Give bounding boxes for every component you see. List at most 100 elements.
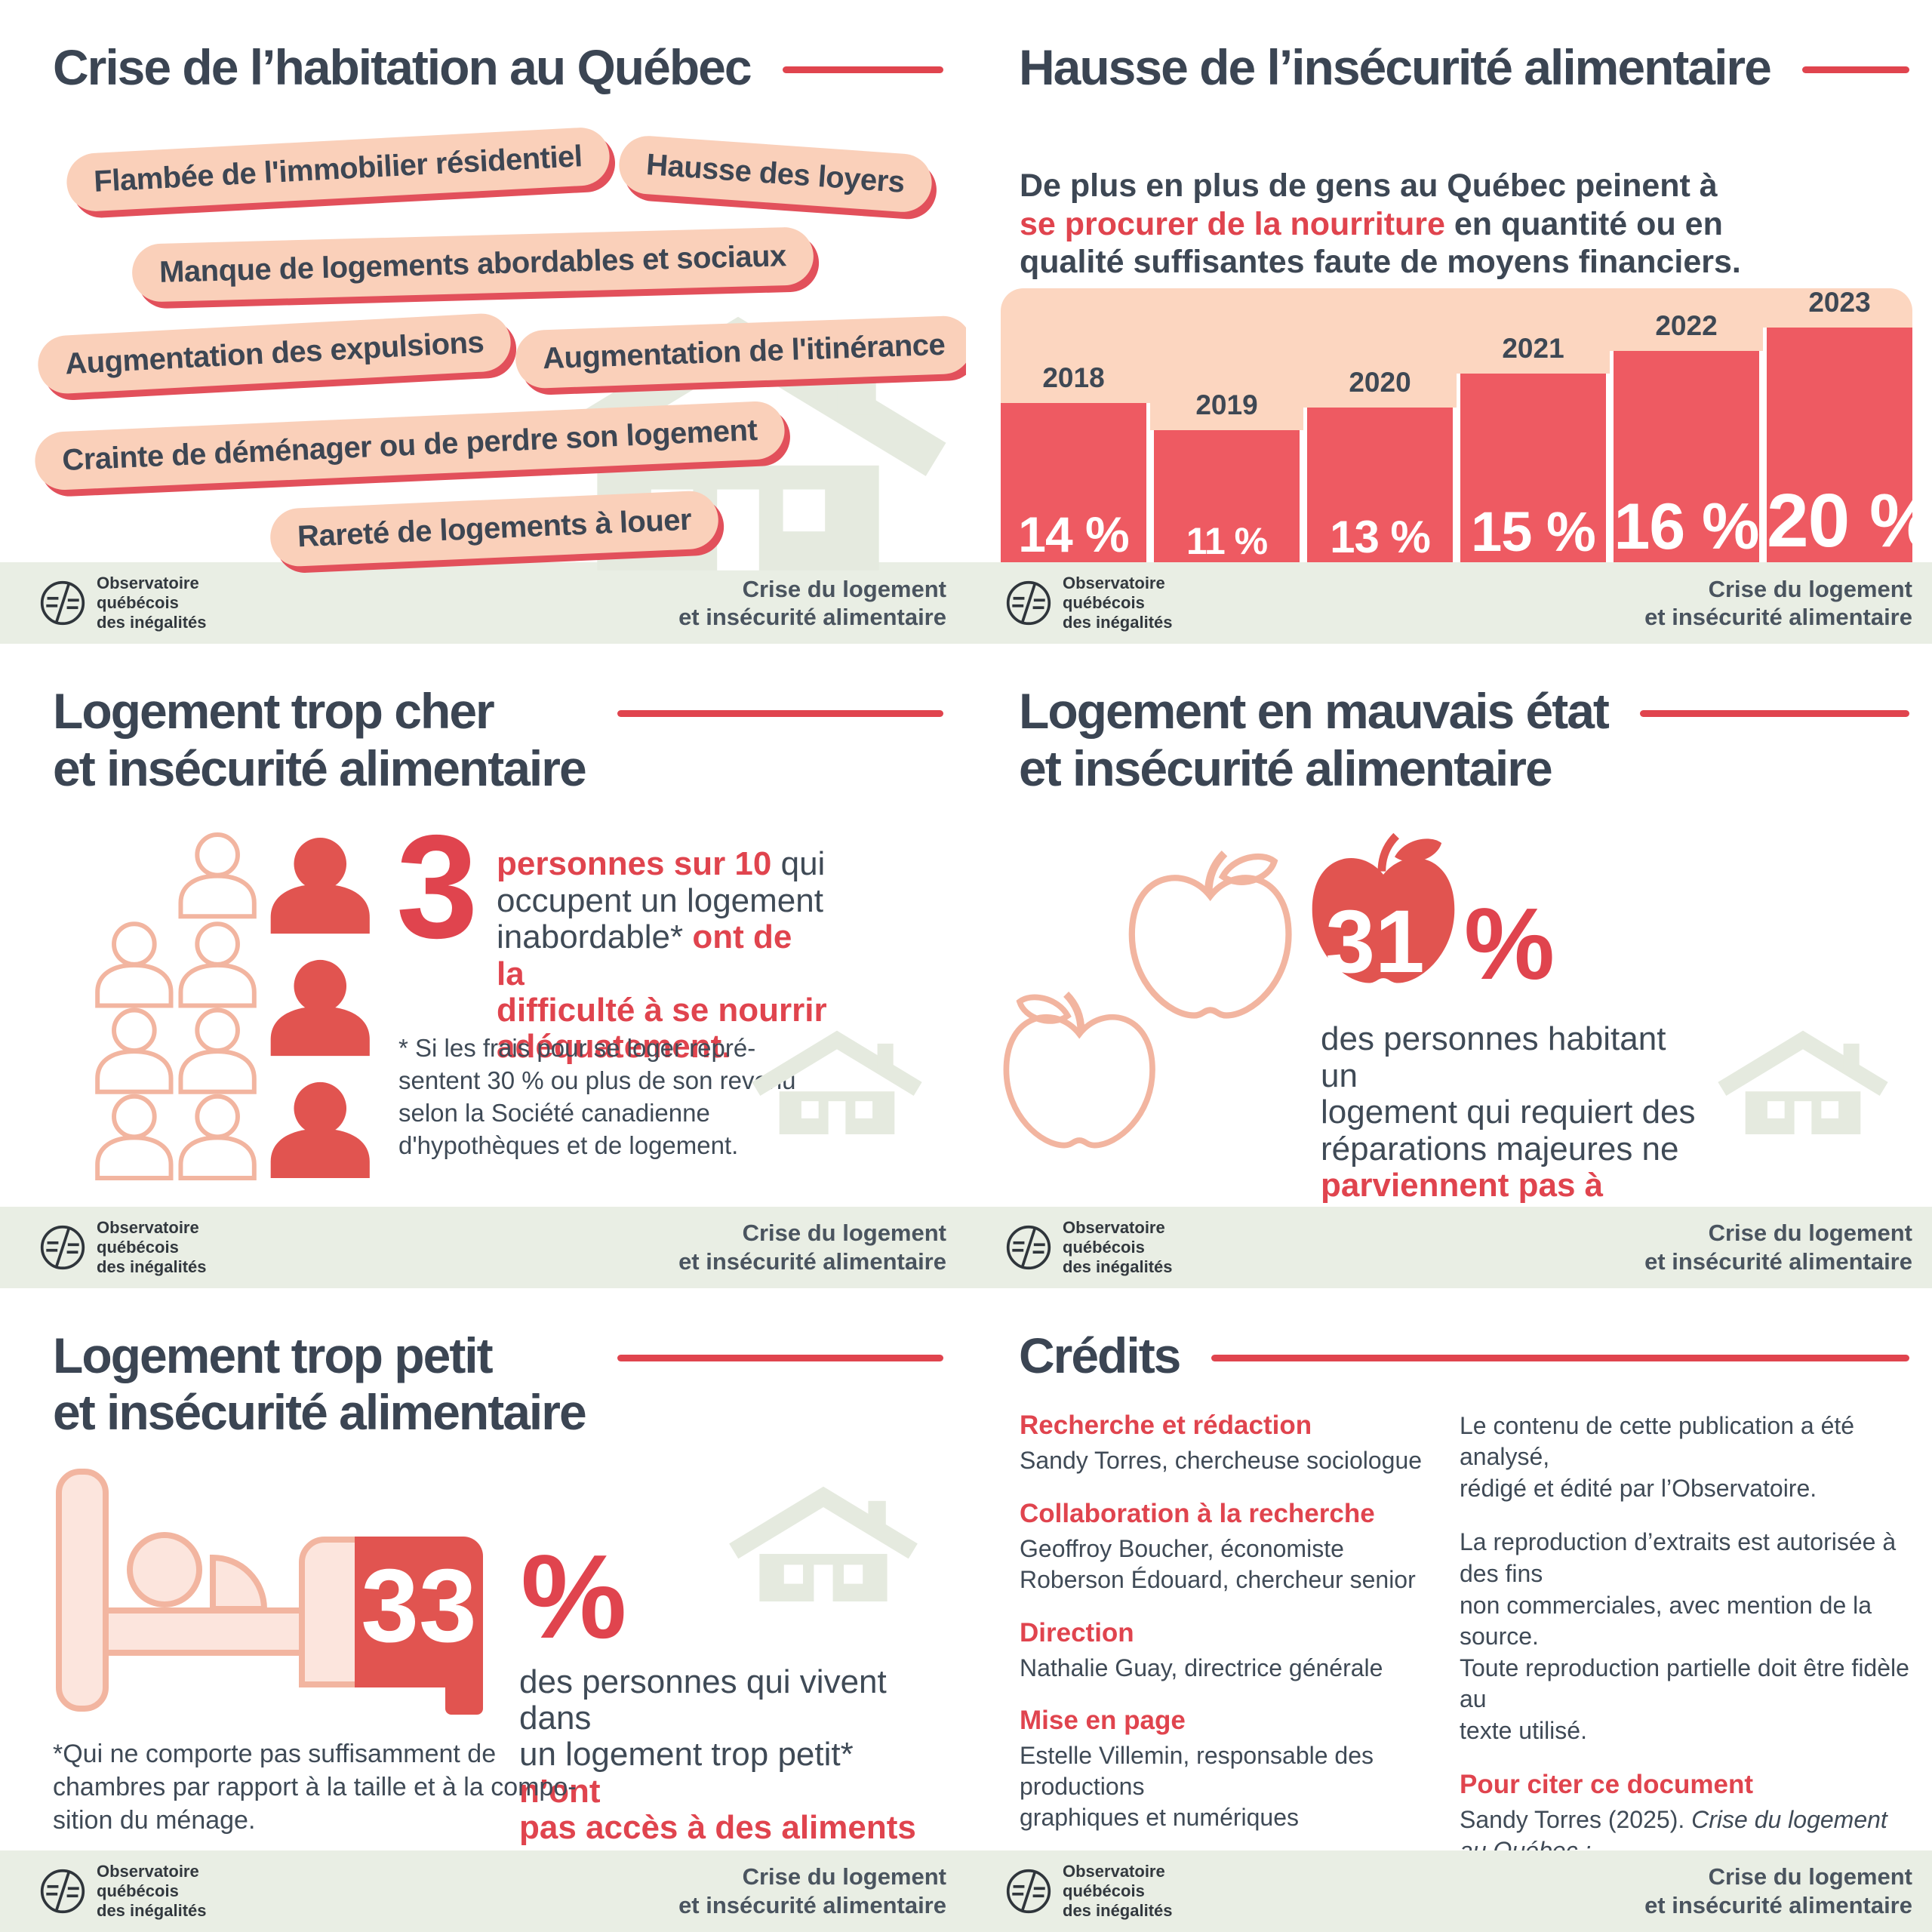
intro-text: De plus en plus de gens au Québec peinen… xyxy=(1020,168,1718,204)
panel-title: Crédits xyxy=(1019,1327,1181,1383)
panel-credits: Crédits Recherche et rédaction Sandy Tor… xyxy=(966,1287,1932,1932)
panel-footer-bar: Observatoire québécois des inégalités Cr… xyxy=(0,1207,966,1288)
bar-series: 2018 14 % 2019 11 % 2020 13 % 2021 15 % 2022 16 %… xyxy=(1001,287,1932,564)
panel-footer-bar: Observatoire québécois des inégalités Cr… xyxy=(966,1207,1932,1288)
credits-paragraph: La reproduction d’extraits est autorisée… xyxy=(1460,1528,1909,1744)
footer-strip: Observatoire québécois des inégalités Cr… xyxy=(0,562,966,645)
stat-number: 33 xyxy=(361,1547,477,1664)
footnote: *Qui ne comporte pas suffisamment de cha… xyxy=(53,1739,577,1835)
credits-group: Collaboration à la recherche Geoffroy Bo… xyxy=(1020,1499,1442,1595)
bar-2018: 2018 14 % xyxy=(1001,362,1150,563)
bar-value-label: 15 % xyxy=(1471,500,1596,563)
heading-poor-condition: Logement en mauvais état et insécurité a… xyxy=(1019,683,1909,796)
pill-housing-issue: Hausse des loyers xyxy=(617,134,934,214)
stat-body: des personnes qui vivent dans un logemen… xyxy=(519,1663,887,1774)
bar-value-label: 16 % xyxy=(1614,491,1759,564)
credits-group: Mise en page Estelle Villemin, responsab… xyxy=(1020,1706,1442,1833)
footnote: * Si les frais pour se loger repré- sent… xyxy=(398,1034,796,1159)
panel-footer-bar: Observatoire québécois des inégalités Cr… xyxy=(0,1850,966,1932)
people-pictogram xyxy=(94,832,370,1181)
footer-strip: Observatoire québécois des inégalités Cr… xyxy=(966,562,1932,645)
credits-paragraph: Le contenu de cette publication a été an… xyxy=(1460,1411,1855,1502)
stat-highlight: ont de la difficulté à se nourrir adéqua… xyxy=(497,918,827,1066)
heading-too-small: Logement trop petit et insécurité alimen… xyxy=(53,1327,943,1441)
panel-title: Crise de l’habitation au Québec xyxy=(53,39,752,95)
stat-text: personnes sur 10 qui occupent un logemen… xyxy=(497,846,829,1065)
bar-value-label: 13 % xyxy=(1330,512,1431,563)
bar-value-label: 11 % xyxy=(1186,519,1268,562)
heading-rule xyxy=(782,66,943,73)
footer-strip: Observatoire québécois des inégalités Cr… xyxy=(966,1206,1932,1288)
credits-group: Direction Nathalie Guay, directrice géné… xyxy=(1020,1618,1442,1684)
heading-food-insecurity: Hausse de l’insécurité alimentaire xyxy=(1019,39,1909,96)
bar-2023: 2023 20 % xyxy=(1763,287,1932,564)
footer-brand: Observatoire québécois des inégalités xyxy=(1063,1217,1173,1276)
footer-tagline: Crise du logement et insécurité alimenta… xyxy=(678,1863,946,1918)
credits-role-body: Sandy Torres, chercheuse sociologue xyxy=(1020,1446,1423,1474)
bar-2020: 2020 13 % xyxy=(1303,367,1457,563)
panel-poor-condition: Logement en mauvais état et insécurité a… xyxy=(966,644,1932,1288)
bar-value-label: 14 % xyxy=(1018,506,1129,563)
heading-rule xyxy=(1801,66,1909,73)
bar-value-label: 20 % xyxy=(1767,478,1932,564)
house-icon xyxy=(751,1030,923,1134)
pill-housing-issue: Flambée de l'immobilier résidentiel xyxy=(65,126,611,213)
bar-2021: 2021 15 % xyxy=(1457,333,1610,563)
observatoire-logo-icon xyxy=(39,1868,86,1915)
heading-rule xyxy=(1639,710,1909,718)
panel-food-insecurity-rise: Hausse de l’insécurité alimentaire De pl… xyxy=(966,0,1932,645)
intro-text: en quantité ou en qualité suffisantes fa… xyxy=(1020,205,1741,281)
panel-footer-bar: Observatoire québécois des inégalités Cr… xyxy=(966,562,1932,644)
credits-left-column: Recherche et rédaction Sandy Torres, che… xyxy=(1020,1411,1442,1857)
panel-title: Hausse de l’insécurité alimentaire xyxy=(1019,39,1772,95)
observatoire-logo-icon xyxy=(39,1224,86,1271)
bar-year-label: 2019 xyxy=(1195,389,1258,421)
footer-tagline: Crise du logement et insécurité alimenta… xyxy=(678,1219,946,1275)
credits-group: Recherche et rédaction Sandy Torres, che… xyxy=(1020,1411,1442,1476)
percent-sign: % xyxy=(1464,887,1555,1001)
credits-role-header: Collaboration à la recherche xyxy=(1020,1498,1375,1528)
bed-icon xyxy=(56,1468,483,1715)
panel-housing-crisis: Crise de l’habitation au Québec Flambée … xyxy=(0,0,966,645)
pill-housing-issue: Augmentation des expulsions xyxy=(36,312,513,395)
stat-number: 3 xyxy=(396,804,478,970)
panel-title: Logement trop petit et insécurité alimen… xyxy=(53,1327,587,1440)
observatoire-logo-icon xyxy=(39,580,86,626)
stat-body: des personnes habitant un logement qui r… xyxy=(1321,1020,1696,1168)
heading-housing-crisis: Crise de l’habitation au Québec xyxy=(53,39,943,96)
intro-highlight: se procurer de la nourriture xyxy=(1020,205,1445,242)
credits-role-body: Geoffroy Boucher, économiste Roberson Éd… xyxy=(1020,1534,1416,1593)
observatoire-logo-icon xyxy=(1005,1868,1052,1915)
footer-brand: Observatoire québécois des inégalités xyxy=(1063,574,1173,632)
panel-title: Logement en mauvais état et insécurité a… xyxy=(1019,683,1610,796)
footer-tagline: Crise du logement et insécurité alimenta… xyxy=(1644,1219,1912,1275)
observatoire-logo-icon xyxy=(1005,580,1052,626)
bar-year-label: 2023 xyxy=(1808,287,1871,318)
bar-2019: 2019 11 % xyxy=(1150,389,1303,563)
credits-role-body: Nathalie Guay, directrice générale xyxy=(1020,1654,1383,1681)
house-icon xyxy=(728,1486,918,1601)
stat-body: qui occupent un logement inabordable* xyxy=(497,845,826,956)
house-icon xyxy=(1717,1030,1889,1134)
footer-brand: Observatoire québécois des inégalités xyxy=(1063,1862,1173,1920)
heading-too-expensive: Logement trop cher et insécurité aliment… xyxy=(53,683,943,796)
stat-highlight: personnes sur 10 xyxy=(497,845,772,883)
footer-tagline: Crise du logement et insécurité alimenta… xyxy=(1644,575,1912,631)
credits-cite-header: Pour citer ce document xyxy=(1460,1769,1753,1799)
intro-paragraph: De plus en plus de gens au Québec peinen… xyxy=(1020,167,1741,281)
credits-role-header: Mise en page xyxy=(1020,1706,1186,1736)
footer-brand: Observatoire québécois des inégalités xyxy=(97,1862,207,1920)
heading-rule xyxy=(617,710,943,718)
percent-sign: % xyxy=(521,1530,627,1663)
heading-rule xyxy=(617,1354,943,1361)
panel-too-small: Logement trop petit et insécurité alimen… xyxy=(0,1287,966,1932)
bar-year-label: 2022 xyxy=(1655,310,1718,342)
credits-role-header: Recherche et rédaction xyxy=(1020,1410,1312,1440)
citation-text: Sandy Torres (2025). xyxy=(1460,1805,1692,1833)
footer-strip: Observatoire québécois des inégalités Cr… xyxy=(966,1850,1932,1932)
heading-credits: Crédits xyxy=(1019,1327,1909,1384)
bar-chart: 2018 14 % 2019 11 % 2020 13 % 2021 15 % 2022 16 %… xyxy=(1001,287,1932,564)
bar-2022: 2022 16 % xyxy=(1610,310,1763,564)
footer-brand: Observatoire québécois des inégalités xyxy=(97,574,207,632)
